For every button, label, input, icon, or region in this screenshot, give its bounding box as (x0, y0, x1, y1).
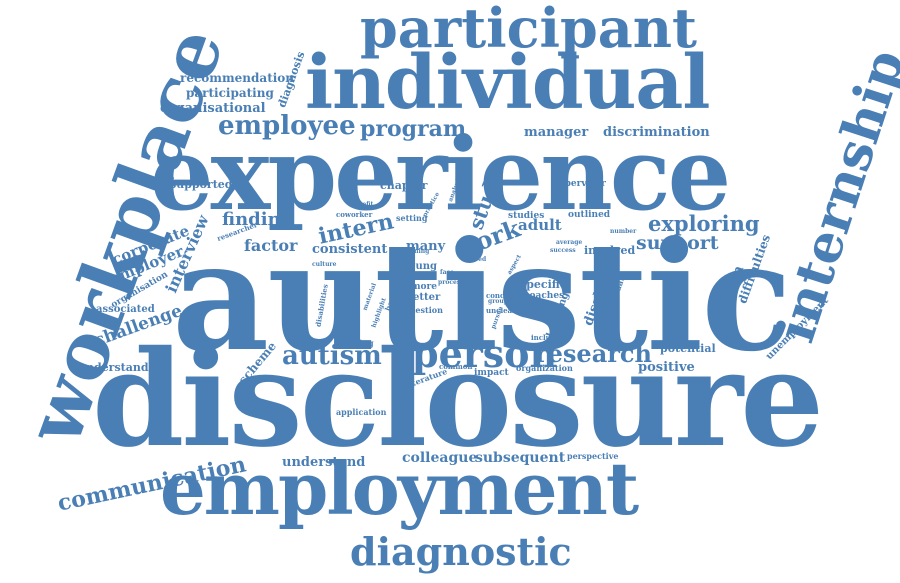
word-involved: involved (584, 244, 636, 257)
word-factor: factor (244, 236, 298, 255)
word-view: view (411, 272, 434, 282)
word-research: research (535, 339, 652, 368)
word-average: average (556, 239, 583, 246)
word-individual: individual (305, 40, 710, 126)
word-internship: internship (765, 42, 900, 350)
word-application: application (336, 407, 387, 417)
word-crisis: crisis (458, 251, 477, 258)
word-young: young (403, 261, 438, 272)
word-more: more (411, 282, 437, 292)
word-understand: understand (282, 455, 366, 470)
word-number: number (610, 228, 637, 235)
word-autistic: autistic (172, 209, 793, 385)
word-supervisor: supervisor (553, 179, 606, 189)
word-adult: adult (518, 216, 562, 234)
word-subsequent: subsequent (475, 450, 566, 466)
word-manager: manager (524, 125, 589, 140)
word-success: success (550, 247, 576, 254)
word-face: face (440, 269, 454, 276)
word-autism: autism (282, 341, 382, 371)
word-exploring: exploring (648, 211, 760, 236)
word-specific: specific (520, 278, 567, 291)
word-program: program (360, 116, 467, 142)
word-colleague: colleague (402, 450, 478, 466)
word-training: training (402, 248, 430, 255)
word-impact: impact (474, 368, 509, 378)
word-potential: potential (660, 342, 716, 355)
word-many: many (406, 239, 446, 254)
word-employee: employee (218, 111, 356, 141)
word-process: process (438, 279, 464, 286)
word-chapter: chapter (380, 179, 428, 192)
word-participating: participating (186, 86, 274, 100)
word-common: common (439, 362, 473, 371)
word-concern: concern (486, 291, 518, 300)
word-experience: experience (150, 115, 731, 233)
word-organization: organization (516, 363, 573, 373)
word-finding: finding (222, 209, 294, 230)
word-associated: associated (96, 304, 155, 315)
word-organisational: organisational (160, 101, 266, 116)
word-perspective: perspective (567, 451, 619, 461)
word-participant: participant (360, 0, 697, 60)
word-understanding: understanding (78, 361, 169, 374)
word-question: question (404, 305, 443, 315)
word-need: need (470, 256, 487, 263)
word-employment: employment (160, 446, 639, 531)
word-benefit: benefit (350, 201, 374, 208)
word-setting: setting (396, 213, 428, 223)
word-support: support (636, 232, 719, 254)
word-diagnostic: diagnostic (350, 529, 572, 574)
word-group: group (488, 298, 508, 305)
word-positive: positive (638, 360, 695, 375)
word-discrimination: discrimination (603, 125, 710, 140)
word-culture: culture (312, 261, 337, 268)
word-inclusive: inclusive (531, 333, 566, 342)
word-coworker: coworker (336, 210, 373, 219)
word-recommendation: recommendation (180, 71, 295, 85)
word-consistent: consistent (312, 242, 388, 257)
word-supported: supported (170, 178, 233, 191)
word-unclear: unclear (486, 306, 516, 315)
word-better: better (406, 292, 441, 303)
word-studies: studies (508, 211, 545, 221)
word-person: person (412, 331, 558, 376)
word-disclosure: disclosure (92, 322, 824, 477)
word-coaches: coaches (524, 291, 565, 301)
word-year: year (604, 253, 619, 260)
word-making: making (340, 338, 374, 348)
word-outlined: outlined (568, 210, 611, 220)
